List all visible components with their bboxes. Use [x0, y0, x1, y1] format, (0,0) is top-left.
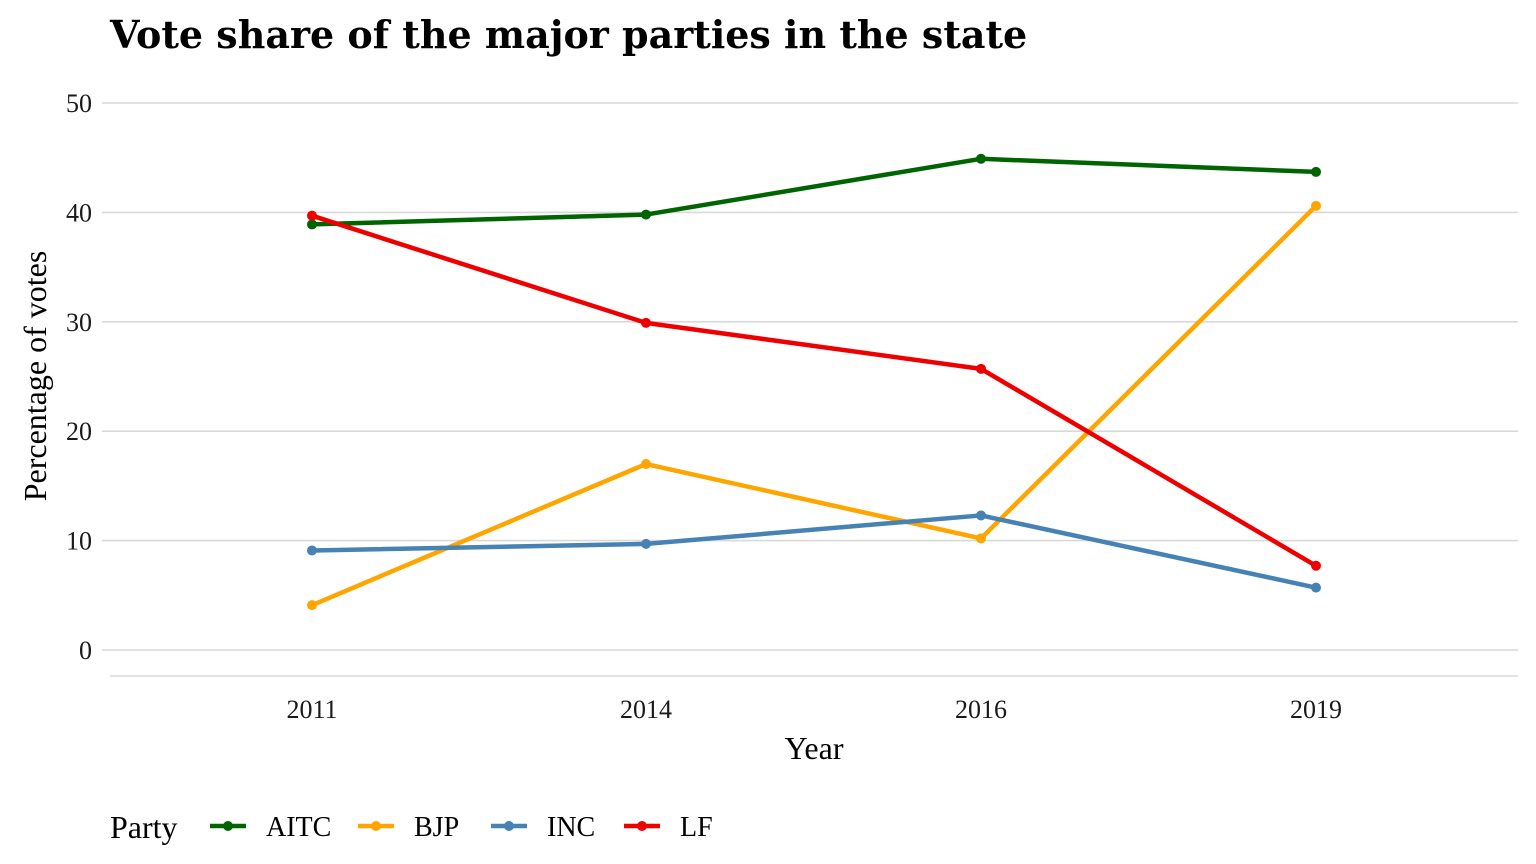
legend-item-inc: INC	[491, 812, 595, 843]
series-line-lf	[309, 213, 1319, 569]
series-line-aitc	[309, 156, 1319, 227]
x-tick-label: 2011	[286, 695, 337, 724]
data-point-inc-2014	[641, 538, 651, 549]
x-tick-label: 2016	[955, 695, 1007, 724]
series-bjp	[307, 200, 1321, 611]
gridlines	[102, 102, 1518, 651]
legend-label-lf: LF	[680, 812, 713, 843]
legend-item-bjp: BJP	[358, 812, 459, 843]
data-point-bjp-2011	[307, 600, 317, 611]
y-tick-label: 40	[66, 198, 92, 227]
legend-key-point-bjp	[371, 821, 381, 831]
data-point-inc-2011	[307, 545, 317, 556]
data-point-aitc-2014	[641, 209, 651, 220]
legend: Party AITC BJP INC LF	[110, 809, 713, 845]
data-point-bjp-2016	[976, 533, 986, 544]
series-group	[307, 153, 1321, 611]
data-point-lf-2019	[1311, 560, 1321, 571]
chart-title: Vote share of the major parties in the s…	[109, 12, 1027, 57]
data-point-lf-2011	[307, 210, 317, 221]
legend-label-bjp: BJP	[414, 812, 459, 843]
x-tick-label: 2014	[620, 695, 672, 724]
data-point-inc-2016	[976, 510, 986, 521]
data-point-aitc-2011	[307, 219, 317, 230]
legend-item-aitc: AITC	[210, 812, 331, 843]
x-tick-label: 2019	[1290, 695, 1342, 724]
data-point-aitc-2019	[1311, 166, 1321, 177]
data-point-lf-2016	[976, 363, 986, 374]
data-point-aitc-2016	[976, 153, 986, 164]
series-inc	[307, 510, 1321, 593]
data-point-lf-2014	[641, 317, 651, 328]
y-tick-label: 50	[66, 89, 92, 118]
y-tick-label: 20	[66, 417, 92, 446]
legend-label-inc: INC	[547, 812, 595, 843]
legend-title: Party	[110, 809, 178, 845]
data-point-bjp-2014	[641, 459, 651, 470]
series-line-inc	[309, 513, 1319, 590]
data-point-bjp-2019	[1311, 200, 1321, 211]
x-axis: 2011 2014 2016 2019	[110, 675, 1518, 724]
legend-key-point-inc	[504, 821, 514, 831]
y-axis: 0 10 20 30 40 50	[66, 89, 92, 665]
legend-key-point-lf	[637, 821, 647, 831]
x-axis-title: Year	[785, 730, 844, 766]
y-axis-title: Percentage of votes	[17, 251, 53, 502]
legend-item-lf: LF	[624, 812, 713, 843]
data-point-inc-2019	[1311, 582, 1321, 593]
y-tick-label: 10	[66, 527, 92, 556]
y-tick-label: 0	[79, 636, 92, 665]
legend-key-point-aitc	[223, 821, 233, 831]
series-aitc	[307, 153, 1321, 230]
legend-label-aitc: AITC	[266, 812, 331, 843]
y-tick-label: 30	[66, 308, 92, 337]
series-lf	[307, 210, 1321, 571]
series-line-bjp	[309, 203, 1319, 608]
